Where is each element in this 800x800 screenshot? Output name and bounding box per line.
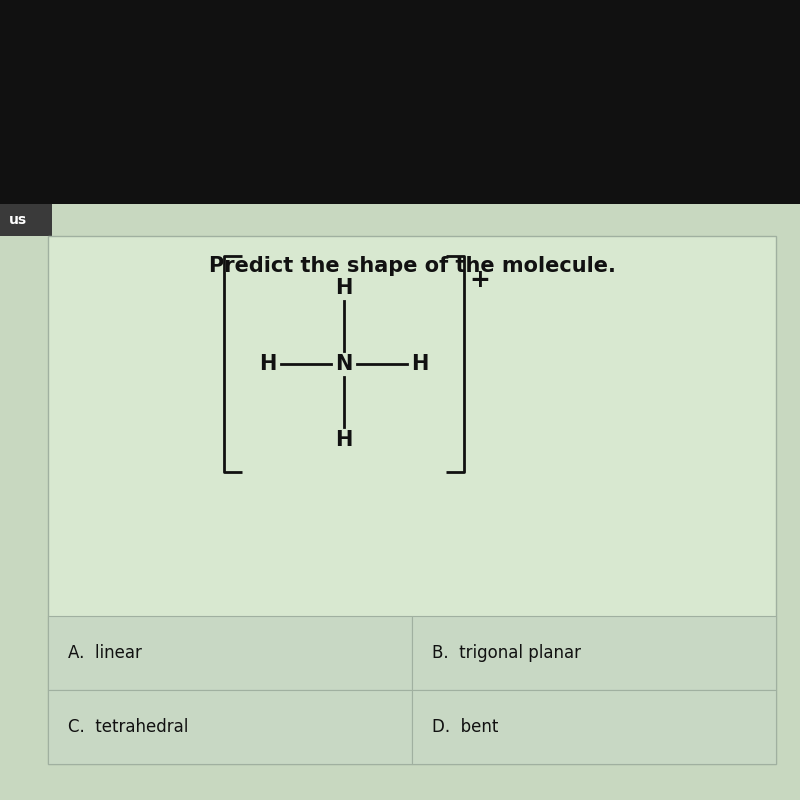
FancyBboxPatch shape [0, 204, 52, 236]
Text: A.  linear: A. linear [68, 644, 142, 662]
FancyBboxPatch shape [48, 236, 776, 764]
Text: H: H [335, 278, 353, 298]
FancyBboxPatch shape [48, 690, 412, 764]
Text: us: us [9, 213, 26, 227]
FancyBboxPatch shape [412, 616, 776, 690]
FancyBboxPatch shape [48, 616, 412, 690]
FancyBboxPatch shape [0, 0, 800, 204]
FancyBboxPatch shape [412, 690, 776, 764]
Text: C.  tetrahedral: C. tetrahedral [68, 718, 188, 736]
Text: B.  trigonal planar: B. trigonal planar [432, 644, 581, 662]
Text: H: H [411, 354, 429, 374]
Text: +: + [470, 268, 490, 292]
Text: Predict the shape of the molecule.: Predict the shape of the molecule. [209, 256, 615, 276]
Text: D.  bent: D. bent [432, 718, 498, 736]
Text: H: H [259, 354, 277, 374]
Text: H: H [335, 430, 353, 450]
Text: N: N [335, 354, 353, 374]
